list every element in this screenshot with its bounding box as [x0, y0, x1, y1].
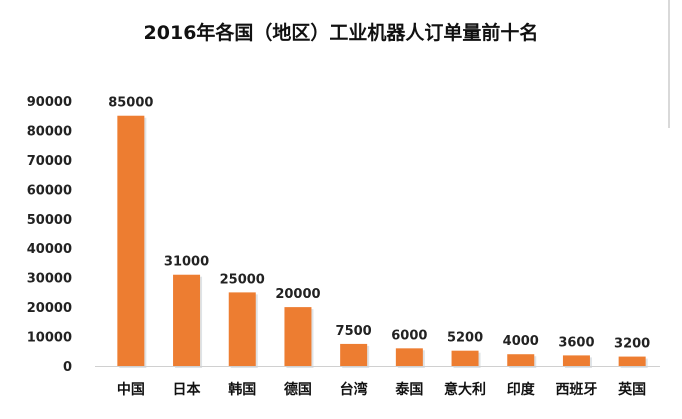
x-category-label: 日本 — [173, 381, 202, 398]
x-category-label: 泰国 — [394, 381, 423, 398]
y-tick-label: 70000 — [27, 154, 72, 169]
data-label: 85000 — [108, 96, 153, 111]
data-label: 3600 — [558, 335, 594, 350]
bar — [340, 343, 368, 366]
data-label: 25000 — [220, 272, 265, 287]
x-category-label: 韩国 — [228, 381, 256, 398]
data-label: 20000 — [275, 287, 320, 302]
x-category-label: 德国 — [284, 381, 312, 398]
bar — [173, 274, 201, 366]
data-label: 3200 — [614, 337, 650, 352]
bar — [507, 354, 535, 366]
chart-title: 2016年各国（地区）工业机器人订单量前十名 — [144, 21, 539, 44]
y-tick-label: 40000 — [27, 242, 72, 257]
bar — [284, 307, 312, 366]
y-tick-label: 30000 — [27, 272, 72, 287]
data-label: 7500 — [336, 324, 372, 339]
x-category-label: 英国 — [617, 381, 646, 398]
x-category-label: 西班牙 — [555, 381, 597, 398]
data-label: 6000 — [391, 328, 427, 343]
data-label: 5200 — [447, 331, 483, 346]
data-label: 4000 — [503, 334, 539, 349]
y-tick-label: 80000 — [27, 124, 72, 139]
bar — [618, 356, 646, 366]
bar — [117, 115, 145, 366]
x-category-label: 台湾 — [340, 381, 368, 398]
x-axis: 中国 日本 韩国 德国 台湾 泰国 意大利 印度 西班牙 英国 — [95, 366, 660, 398]
y-axis: 0 10000 20000 30000 40000 50000 60000 70000 8000… — [27, 95, 72, 375]
bar — [451, 350, 479, 366]
bar — [395, 348, 423, 366]
x-category-label: 中国 — [117, 381, 145, 398]
y-tick-label: 50000 — [27, 213, 72, 228]
bar — [562, 355, 590, 366]
y-tick-label: 60000 — [27, 183, 72, 198]
bar — [228, 292, 256, 366]
data-label: 31000 — [164, 255, 209, 270]
x-category-label: 印度 — [507, 381, 536, 398]
y-tick-label: 0 — [63, 360, 72, 375]
x-category-label: 意大利 — [444, 381, 486, 398]
screenshot-edge-divider — [668, 0, 670, 128]
y-tick-label: 10000 — [27, 331, 72, 346]
bars: 85000 31000 25000 20000 7500 6000 5200 4000 3600… — [108, 96, 650, 368]
y-tick-label: 90000 — [27, 95, 72, 110]
y-tick-label: 20000 — [27, 301, 72, 316]
